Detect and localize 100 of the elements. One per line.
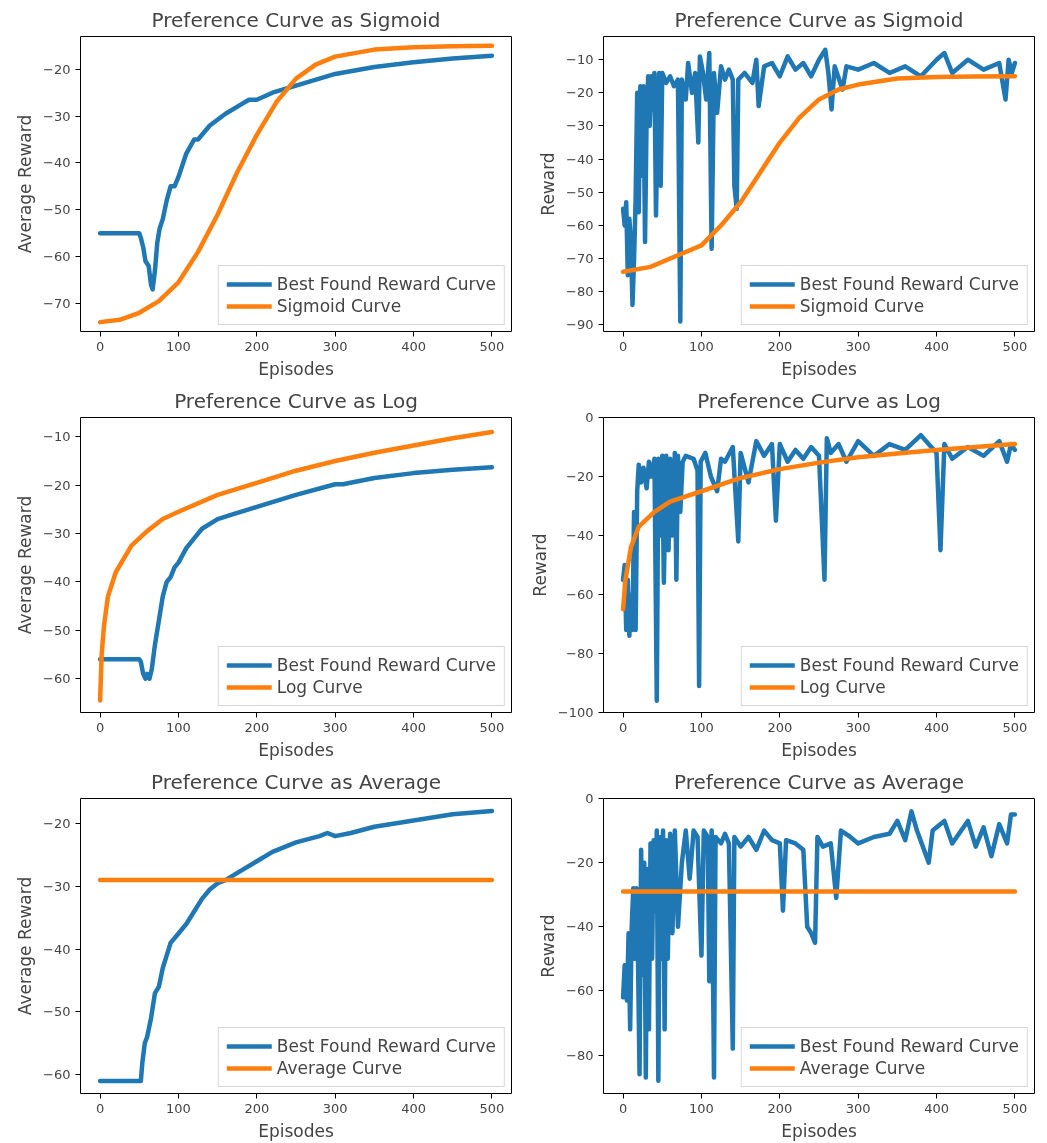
y-tick-label: −60 bbox=[566, 587, 594, 602]
x-tick-label: 400 bbox=[924, 719, 949, 735]
legend-label: Best Found Reward Curve bbox=[276, 655, 496, 675]
x-axis-title: Episodes bbox=[258, 739, 334, 760]
x-tick-label: 100 bbox=[689, 719, 714, 735]
x-tick-label: 300 bbox=[845, 719, 871, 735]
y-tick-label: −30 bbox=[566, 118, 594, 134]
x-tick-label: 200 bbox=[244, 338, 270, 354]
legend-label: Best Found Reward Curve bbox=[276, 1036, 496, 1056]
legend-label: Best Found Reward Curve bbox=[276, 274, 496, 294]
y-tick-label: −20 bbox=[43, 816, 71, 832]
x-tick-label: 500 bbox=[479, 719, 505, 735]
y-tick-label: −20 bbox=[566, 85, 594, 101]
x-tick-label: 0 bbox=[95, 338, 105, 354]
y-tick-label: −40 bbox=[43, 941, 71, 957]
legend-label: Best Found Reward Curve bbox=[799, 655, 1019, 675]
y-tick-label: −50 bbox=[566, 184, 594, 200]
y-tick-label: −60 bbox=[566, 983, 594, 999]
legend-label: Log Curve bbox=[276, 677, 363, 697]
y-tick-label: −10 bbox=[43, 429, 71, 445]
y-tick-label: −70 bbox=[43, 295, 71, 311]
y-tick-label: −40 bbox=[566, 919, 594, 935]
chart-title: Preference Curve as Log bbox=[174, 388, 418, 413]
x-tick-label: 500 bbox=[1002, 338, 1028, 354]
x-axis-title: Episodes bbox=[258, 1120, 334, 1141]
y-axis-title: Average Reward bbox=[15, 114, 36, 254]
y-tick-label: −30 bbox=[43, 108, 71, 124]
y-tick-label: −80 bbox=[566, 1047, 594, 1063]
legend-label: Best Found Reward Curve bbox=[799, 274, 1019, 294]
legend-label: Best Found Reward Curve bbox=[799, 1036, 1019, 1056]
x-tick-label: 400 bbox=[924, 1100, 949, 1116]
y-tick-label: −80 bbox=[566, 284, 594, 300]
x-tick-label: 500 bbox=[479, 1100, 505, 1116]
y-tick-label: −60 bbox=[566, 217, 594, 233]
y-tick-label: −40 bbox=[43, 574, 71, 590]
y-tick-label: −20 bbox=[566, 855, 594, 871]
legend-label: Average Curve bbox=[276, 1058, 403, 1078]
y-tick-label: −10 bbox=[566, 52, 594, 68]
legend-label: Average Curve bbox=[799, 1058, 926, 1078]
y-axis-title: Average Reward bbox=[15, 876, 36, 1016]
x-tick-label: 300 bbox=[322, 338, 348, 354]
y-tick-label: −50 bbox=[43, 622, 71, 638]
x-tick-label: 100 bbox=[166, 1100, 191, 1116]
x-tick-label: 400 bbox=[401, 338, 426, 354]
y-axis-title: Average Reward bbox=[15, 495, 36, 635]
legend-label: Log Curve bbox=[799, 677, 886, 697]
x-axis-title: Episodes bbox=[781, 1120, 857, 1141]
x-tick-label: 0 bbox=[95, 719, 105, 735]
y-tick-label: −50 bbox=[43, 202, 71, 218]
x-tick-label: 100 bbox=[166, 719, 191, 735]
x-tick-label: 200 bbox=[767, 719, 793, 735]
x-tick-label: 400 bbox=[401, 719, 426, 735]
x-tick-label: 300 bbox=[845, 1100, 871, 1116]
y-tick-label: −40 bbox=[43, 155, 71, 171]
y-tick-label: −40 bbox=[566, 151, 594, 167]
y-tick-label: −50 bbox=[43, 1004, 71, 1020]
y-axis-title: Reward bbox=[529, 533, 550, 597]
x-tick-label: 300 bbox=[322, 1100, 348, 1116]
y-tick-label: −60 bbox=[43, 249, 71, 265]
x-tick-label: 0 bbox=[618, 1100, 628, 1116]
x-tick-label: 200 bbox=[244, 719, 270, 735]
chart-title: Preference Curve as Average bbox=[673, 769, 965, 794]
x-tick-label: 100 bbox=[689, 338, 714, 354]
x-axis-title: Episodes bbox=[781, 739, 857, 760]
x-tick-label: 400 bbox=[924, 338, 949, 354]
x-tick-label: 100 bbox=[689, 1100, 714, 1116]
legend-label: Sigmoid Curve bbox=[799, 296, 925, 316]
x-tick-label: 200 bbox=[767, 1100, 793, 1116]
x-tick-label: 0 bbox=[618, 719, 628, 735]
y-tick-label: 0 bbox=[585, 791, 594, 806]
x-tick-label: 0 bbox=[618, 338, 628, 354]
y-tick-label: −30 bbox=[43, 526, 71, 542]
chart-title: Preference Curve as Log bbox=[697, 388, 941, 413]
x-axis-title: Episodes bbox=[258, 358, 334, 379]
y-axis-title: Reward bbox=[538, 152, 559, 216]
y-tick-label: −30 bbox=[43, 878, 71, 894]
x-tick-label: 400 bbox=[401, 1100, 426, 1116]
y-tick-label: −60 bbox=[43, 671, 71, 687]
y-tick-label: −20 bbox=[566, 469, 594, 484]
x-tick-label: 500 bbox=[1002, 1100, 1028, 1116]
y-tick-label: 0 bbox=[585, 410, 594, 425]
chart-title: Preference Curve as Sigmoid bbox=[151, 7, 441, 32]
y-tick-label: −60 bbox=[43, 1067, 71, 1083]
y-tick-label: −70 bbox=[566, 251, 594, 267]
y-axis-title: Reward bbox=[538, 914, 559, 978]
y-tick-label: −20 bbox=[43, 61, 71, 77]
x-axis-title: Episodes bbox=[781, 358, 857, 379]
x-tick-label: 500 bbox=[479, 338, 505, 354]
chart-title: Preference Curve as Sigmoid bbox=[674, 7, 964, 32]
y-tick-label: −90 bbox=[566, 317, 594, 333]
y-tick-label: −80 bbox=[566, 646, 594, 661]
y-tick-label: −20 bbox=[43, 477, 71, 493]
x-tick-label: 0 bbox=[95, 1100, 105, 1116]
legend-label: Sigmoid Curve bbox=[276, 296, 402, 316]
x-tick-label: 500 bbox=[1002, 719, 1028, 735]
x-tick-label: 200 bbox=[244, 1100, 270, 1116]
x-tick-label: 300 bbox=[845, 338, 871, 354]
x-tick-label: 200 bbox=[767, 338, 793, 354]
x-tick-label: 300 bbox=[322, 719, 348, 735]
chart-title: Preference Curve as Average bbox=[150, 769, 442, 794]
